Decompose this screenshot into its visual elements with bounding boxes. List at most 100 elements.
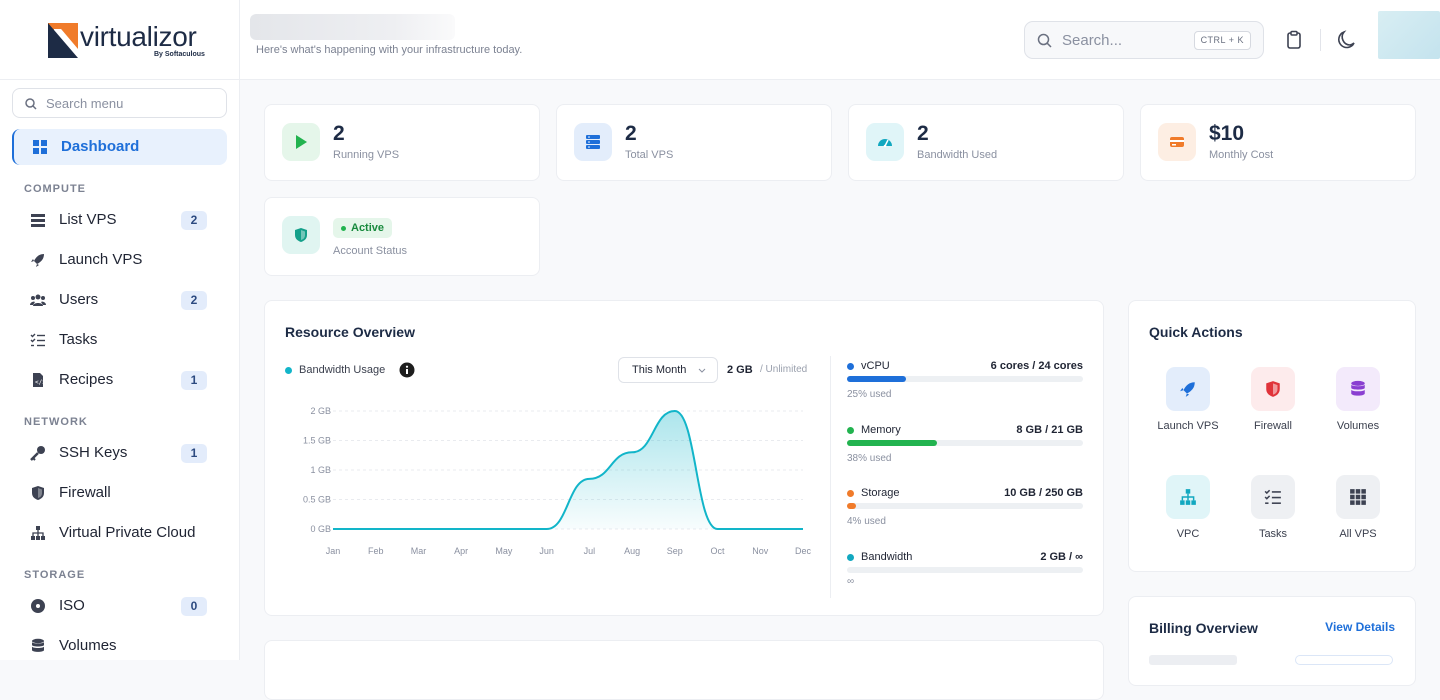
count-badge: 0: [181, 597, 207, 616]
chevron-down-icon: [698, 368, 706, 373]
stat-label: Total VPS: [625, 149, 674, 161]
y-tick-label: 0.5 GB: [303, 495, 331, 505]
period-dropdown[interactable]: This Month: [618, 357, 718, 383]
view-details-link[interactable]: View Details: [1325, 620, 1395, 634]
sidebar-item-firewall[interactable]: Firewall: [12, 475, 227, 511]
quick-action-icon-box: [1251, 367, 1295, 411]
series-line: [333, 409, 803, 530]
section-storage: STORAGE: [24, 569, 86, 581]
resource-percent: 25% used: [847, 389, 892, 400]
top-bar: Here's what's happening with your infras…: [240, 0, 1440, 80]
quick-action-volumes[interactable]: Volumes: [1318, 367, 1398, 457]
count-badge: 2: [181, 211, 207, 230]
sidebar-item-label: Tasks: [59, 331, 98, 348]
x-tick-label: Aug: [624, 546, 640, 556]
credit-card-icon: [1170, 137, 1184, 147]
y-tick-label: 2 GB: [310, 406, 331, 416]
stat-icon-box: [574, 123, 612, 161]
resource-name: Memory: [861, 424, 901, 436]
resource-value: 2 GB / ∞: [1040, 551, 1083, 563]
y-tick-label: 1.5 GB: [303, 436, 331, 446]
sidebar-item-ssh-keys[interactable]: SSH Keys 1: [12, 435, 227, 471]
app-byline: By Softaculous: [154, 51, 205, 58]
stat-icon-box: [1158, 123, 1196, 161]
database-icon: [1351, 380, 1365, 396]
x-tick-label: Dec: [795, 546, 812, 556]
placeholder-block: [1149, 655, 1237, 665]
divider: [830, 356, 831, 598]
lower-card: [264, 640, 1104, 700]
logo[interactable]: virtualizor By Softaculous: [0, 0, 240, 80]
info-icon[interactable]: [399, 362, 415, 378]
x-tick-label: Mar: [411, 546, 427, 556]
legend-label: Bandwidth Usage: [299, 364, 386, 376]
quick-action-tasks[interactable]: Tasks: [1233, 475, 1313, 565]
resource-name: vCPU: [861, 360, 890, 372]
resource-row-memory: Memory 8 GB / 21 GB 38% used: [847, 424, 1083, 484]
quick-actions-card: Quick Actions Launch VPS Firewall Volume…: [1128, 300, 1416, 572]
stat-card-bandwidth: 2 Bandwidth Used: [848, 104, 1124, 181]
x-tick-label: Jun: [539, 546, 554, 556]
stat-card-running-vps: 2 Running VPS: [264, 104, 540, 181]
avatar[interactable]: [1378, 11, 1440, 59]
stat-card-monthly-cost: $10 Monthly Cost: [1140, 104, 1416, 181]
sidebar-item-label: Recipes: [59, 371, 114, 388]
resource-value: 8 GB / 21 GB: [1016, 424, 1083, 436]
sidebar-item-label: SSH Keys: [59, 444, 128, 461]
quick-action-firewall[interactable]: Firewall: [1233, 367, 1313, 457]
quick-action-icon-box: [1251, 475, 1295, 519]
billing-overview-card: Billing Overview View Details: [1128, 596, 1416, 686]
sidebar-search-input[interactable]: Search menu: [12, 88, 227, 118]
legend-swatch: [847, 490, 854, 497]
sidebar-item-list-vps[interactable]: List VPS 2: [12, 202, 227, 238]
global-search-input[interactable]: Search... CTRL + K: [1024, 21, 1264, 59]
grid-icon: [1350, 489, 1366, 505]
sidebar-item-iso[interactable]: ISO 0: [12, 588, 227, 624]
quick-action-icon-box: [1166, 367, 1210, 411]
resource-name: Bandwidth: [861, 551, 913, 563]
sidebar-item-label: ISO: [59, 597, 85, 614]
card-title: Resource Overview: [285, 324, 415, 340]
server-icon: [31, 214, 45, 227]
search-icon: [25, 98, 37, 110]
x-tick-label: Oct: [711, 546, 726, 556]
quick-action-vpc[interactable]: VPC: [1148, 475, 1228, 565]
x-tick-label: Feb: [368, 546, 384, 556]
stat-card-account-status: Active Account Status: [264, 197, 540, 276]
sidebar-item-vpc[interactable]: Virtual Private Cloud: [12, 515, 227, 551]
section-network: NETWORK: [24, 416, 88, 428]
legend-swatch: [847, 363, 854, 370]
x-tick-label: Jul: [584, 546, 596, 556]
resource-overview-card: Resource Overview Bandwidth Usage This M…: [264, 300, 1104, 616]
resource-row-bandwidth: Bandwidth 2 GB / ∞ ∞: [847, 551, 1083, 611]
clipboard-icon[interactable]: [1283, 29, 1305, 51]
shield-icon: [1266, 381, 1280, 397]
search-placeholder: Search...: [1062, 32, 1123, 49]
resource-percent: 38% used: [847, 453, 892, 464]
quick-action-all-vps[interactable]: All VPS: [1318, 475, 1398, 565]
shortcut-hint: CTRL + K: [1193, 31, 1251, 50]
sidebar-item-label: Volumes: [59, 637, 117, 654]
sidebar-item-label: Launch VPS: [59, 251, 143, 268]
quick-action-label: Volumes: [1336, 420, 1380, 432]
moon-icon[interactable]: [1335, 29, 1357, 51]
quick-action-launch-vps[interactable]: Launch VPS: [1148, 367, 1228, 457]
bandwidth-limit: / Unlimited: [760, 364, 808, 375]
search-icon: [1037, 33, 1052, 48]
progress-track: [847, 567, 1083, 573]
placeholder-block: [1295, 655, 1393, 665]
sidebar-item-tasks[interactable]: Tasks: [12, 322, 227, 358]
quick-action-label: All VPS: [1339, 528, 1377, 540]
play-icon: [296, 135, 307, 149]
stat-icon-box: [282, 123, 320, 161]
sidebar-item-volumes[interactable]: Volumes: [12, 628, 227, 664]
sidebar-item-recipes[interactable]: </> Recipes 1: [12, 362, 227, 398]
sidebar-item-dashboard[interactable]: Dashboard: [12, 129, 227, 165]
sidebar-item-launch-vps[interactable]: Launch VPS: [12, 242, 227, 278]
users-icon: [30, 294, 46, 306]
legend-swatch: [847, 427, 854, 434]
sidebar-item-users[interactable]: Users 2: [12, 282, 227, 318]
gauge-icon: [878, 139, 892, 148]
count-badge: 1: [181, 371, 207, 390]
y-tick-label: 0 GB: [310, 524, 331, 534]
